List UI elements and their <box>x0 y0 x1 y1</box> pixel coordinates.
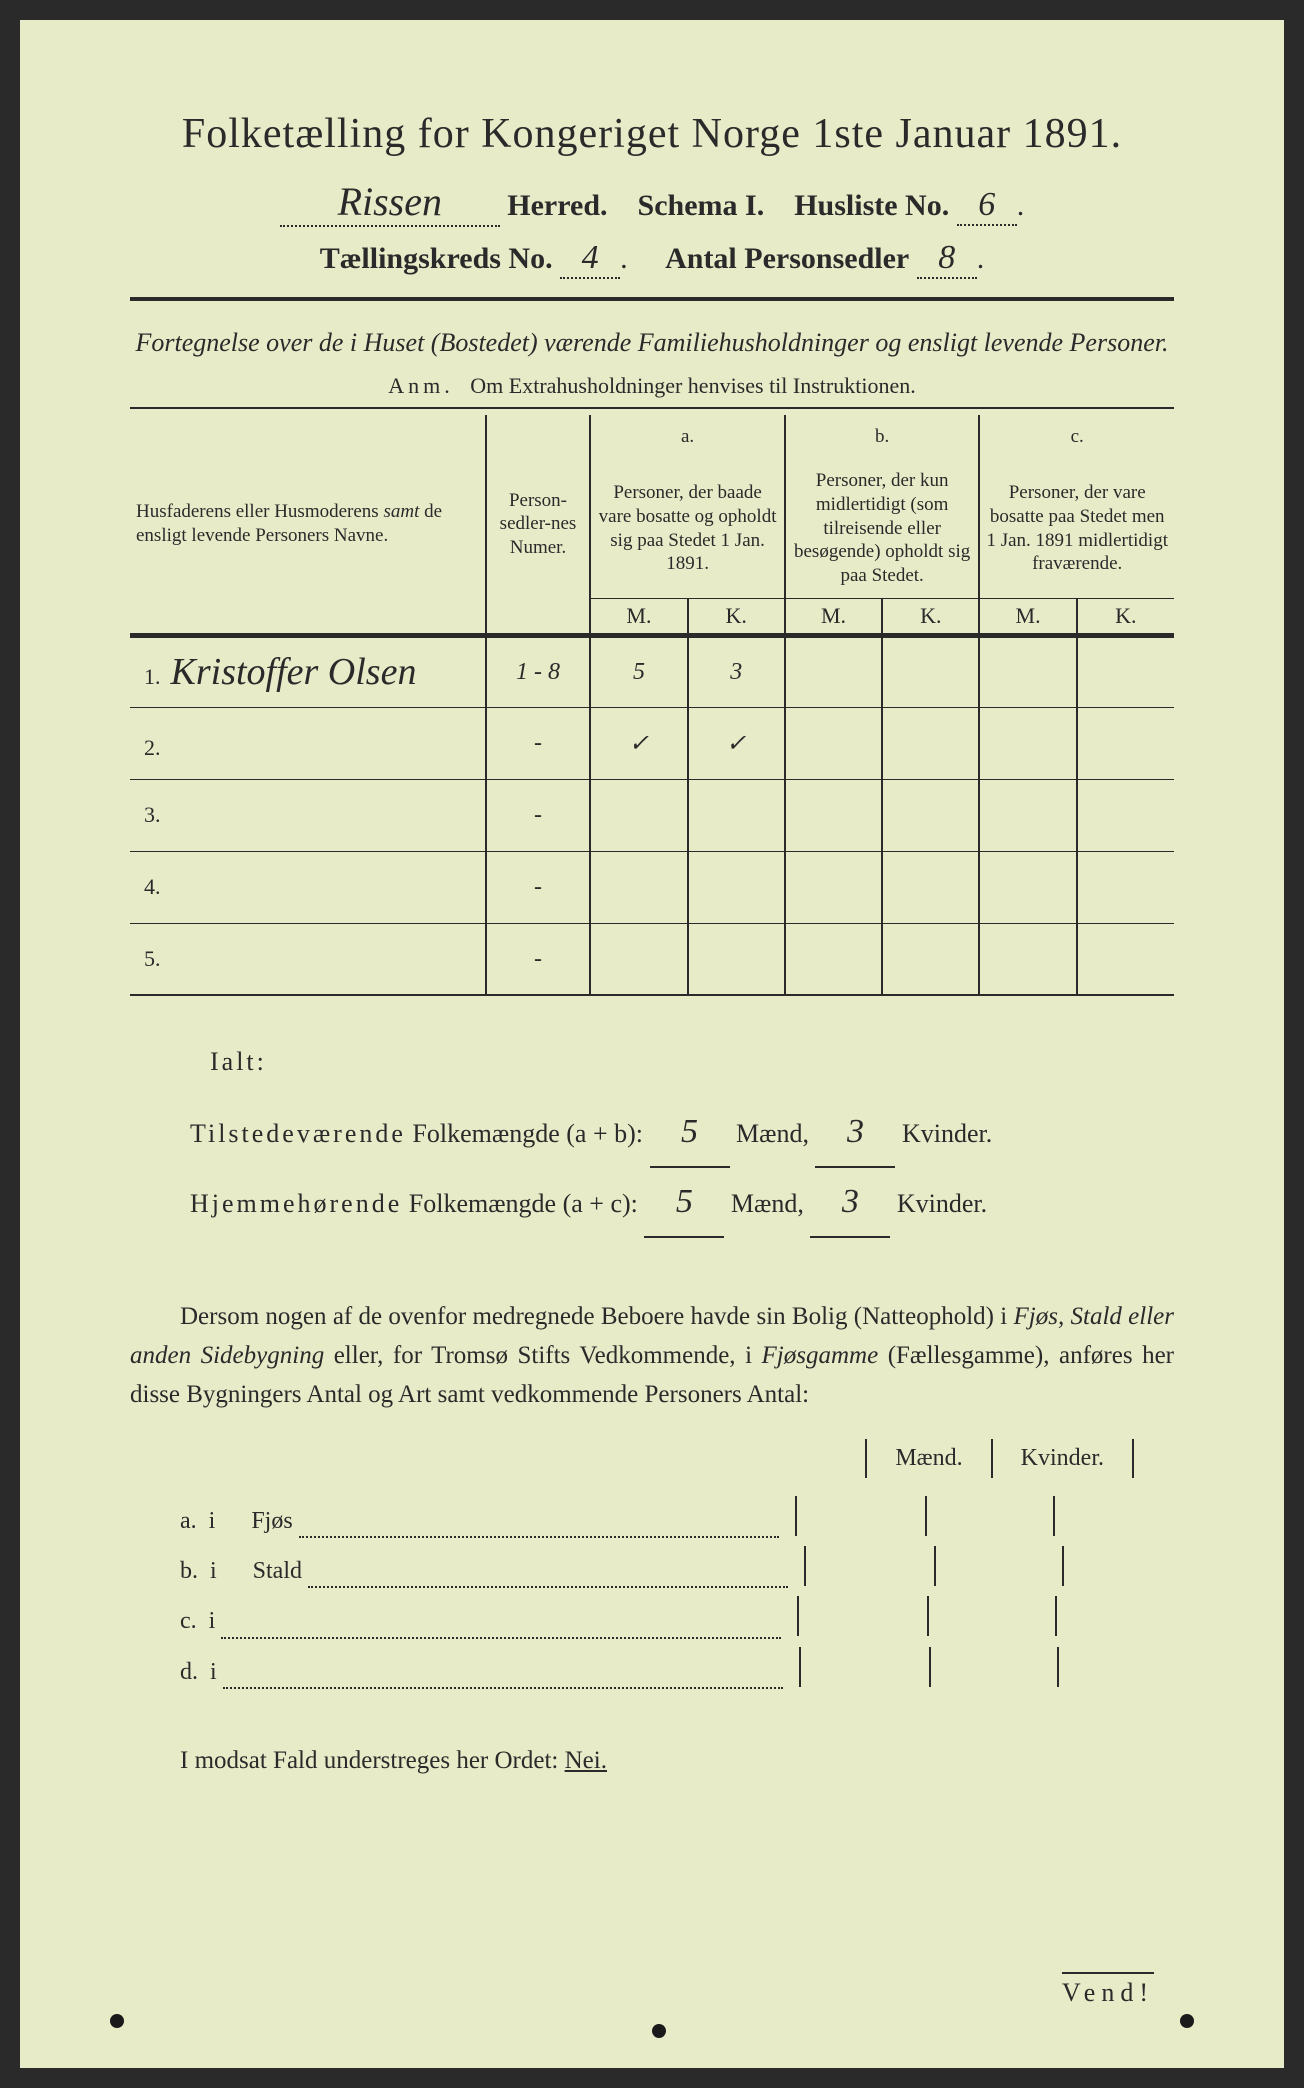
col-b-label: b. <box>785 415 980 459</box>
mk-k: K. <box>1077 598 1174 635</box>
maend-label: Mænd. <box>866 1439 991 1478</box>
numer-cell: 1 - 8 <box>486 635 591 707</box>
anm-text: Om Extrahusholdninger henvises til Instr… <box>470 373 915 398</box>
a-k-cell: 3 <box>688 635 785 707</box>
dotted-lines-block: a. i Fjøs b. i Stald c. i d. i <box>130 1496 1174 1698</box>
ac-k-value: 3 <box>810 1168 890 1238</box>
numer-cell: - <box>486 923 591 995</box>
c-k-cell <box>1077 707 1174 779</box>
numer-cell: - <box>486 779 591 851</box>
b-m-cell <box>785 635 882 707</box>
table-row: 3. - <box>130 779 1174 851</box>
kreds-label: Tællingskreds No. <box>320 242 553 275</box>
punch-hole-icon <box>110 2014 124 2028</box>
b-k-cell <box>882 707 979 779</box>
person-name: Kristoffer Olsen <box>171 651 417 693</box>
col-c-text: Personer, der vare bosatte paa Stedet me… <box>979 459 1174 598</box>
mk-k: K. <box>688 598 785 635</box>
ialt-label: Ialt: <box>210 1036 1174 1088</box>
anm-label: Anm. <box>388 373 454 398</box>
divider <box>130 407 1174 409</box>
antal-value: 8 <box>917 239 977 279</box>
schema-label: Schema I. <box>638 189 765 222</box>
table-row: 5. - <box>130 923 1174 995</box>
husliste-value: 6 <box>957 186 1017 226</box>
b-k-cell <box>882 635 979 707</box>
census-form-page: Folketælling for Kongeriget Norge 1ste J… <box>20 20 1284 2068</box>
instruction-paragraph: Dersom nogen af de ovenfor medregnede Be… <box>130 1298 1174 1414</box>
header-line-2: Rissen Herred. Schema I. Husliste No. 6. <box>130 178 1174 227</box>
a-k-cell: ✓ <box>688 707 785 779</box>
table-row: 4. - <box>130 851 1174 923</box>
kvinder-label: Kvinder. <box>992 1439 1133 1478</box>
page-title: Folketælling for Kongeriget Norge 1ste J… <box>130 110 1174 158</box>
divider <box>130 297 1174 301</box>
a-m-cell: ✓ <box>590 707 687 779</box>
a-m-cell: 5 <box>590 635 687 707</box>
header-line-3: Tællingskreds No. 4. Antal Personsedler … <box>130 239 1174 279</box>
col-b-text: Personer, der kun midlertidigt (som tilr… <box>785 459 980 598</box>
nei-word: Nei. <box>565 1747 607 1774</box>
punch-hole-icon <box>1180 2014 1194 2028</box>
census-table: Husfaderens eller Husmoderens samt de en… <box>130 415 1174 996</box>
totals-block: Ialt: Tilstedeværende Folkemængde (a + b… <box>130 1036 1174 1238</box>
col-header-numer: Person-sedler-nes Numer. <box>486 415 591 635</box>
ab-m-value: 5 <box>650 1098 730 1168</box>
subtitle: Fortegnelse over de i Huset (Bostedet) v… <box>130 325 1174 361</box>
ab-k-value: 3 <box>815 1098 895 1168</box>
b-m-cell <box>785 707 882 779</box>
herred-label: Herred. <box>507 189 607 222</box>
mk-m: M. <box>785 598 882 635</box>
herred-value: Rissen <box>280 178 500 227</box>
totals-line-ac: Hjemmehørende Folkemængde (a + c): 5 Mæn… <box>190 1168 1174 1238</box>
punch-hole-icon <box>652 2024 666 2038</box>
dotted-row-c: c. i <box>180 1596 1174 1646</box>
c-k-cell <box>1077 635 1174 707</box>
modsat-line: I modsat Fald understreges her Ordet: Ne… <box>130 1747 1174 1775</box>
col-c-label: c. <box>979 415 1174 459</box>
ac-m-value: 5 <box>644 1168 724 1238</box>
col-a-label: a. <box>590 415 785 459</box>
c-m-cell <box>979 707 1076 779</box>
col-header-names: Husfaderens eller Husmoderens samt de en… <box>130 415 486 635</box>
vend-label: Vend! <box>1062 1972 1154 2008</box>
dotted-row-a: a. i Fjøs <box>180 1496 1174 1546</box>
numer-cell: - <box>486 851 591 923</box>
mk-m: M. <box>590 598 687 635</box>
mk-mini-header: Mænd. Kvinder. <box>130 1439 1174 1478</box>
col-a-text: Personer, der baade vare bosatte og opho… <box>590 459 785 598</box>
mk-k: K. <box>882 598 979 635</box>
table-row: 1.Kristoffer Olsen 1 - 8 5 3 <box>130 635 1174 707</box>
numer-cell: - <box>486 707 591 779</box>
dotted-row-d: d. i <box>180 1647 1174 1697</box>
mk-m: M. <box>979 598 1076 635</box>
antal-label: Antal Personsedler <box>665 242 909 275</box>
table-row: 2. - ✓ ✓ <box>130 707 1174 779</box>
dotted-row-b: b. i Stald <box>180 1546 1174 1596</box>
totals-line-ab: Tilstedeværende Folkemængde (a + b): 5 M… <box>190 1098 1174 1168</box>
anm-line: Anm. Om Extrahusholdninger henvises til … <box>130 373 1174 399</box>
c-m-cell <box>979 635 1076 707</box>
kreds-value: 4 <box>560 239 620 279</box>
husliste-label: Husliste No. <box>794 189 949 222</box>
